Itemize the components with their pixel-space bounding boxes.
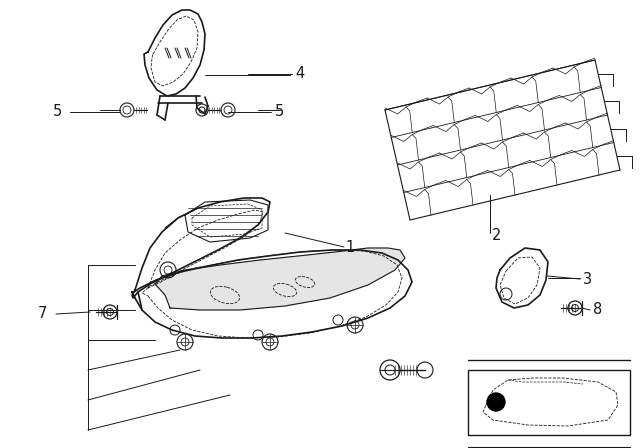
Text: 7: 7 [38, 306, 47, 322]
Text: 2: 2 [492, 228, 501, 242]
Text: 4: 4 [295, 66, 304, 82]
Text: 5: 5 [275, 104, 284, 120]
Text: 5: 5 [53, 104, 62, 120]
Bar [468, 370, 630, 435]
Polygon shape [155, 248, 405, 310]
Text: 3: 3 [583, 271, 592, 287]
Text: 8: 8 [593, 302, 602, 316]
Circle shape [487, 393, 505, 411]
Text: 1: 1 [345, 240, 355, 254]
